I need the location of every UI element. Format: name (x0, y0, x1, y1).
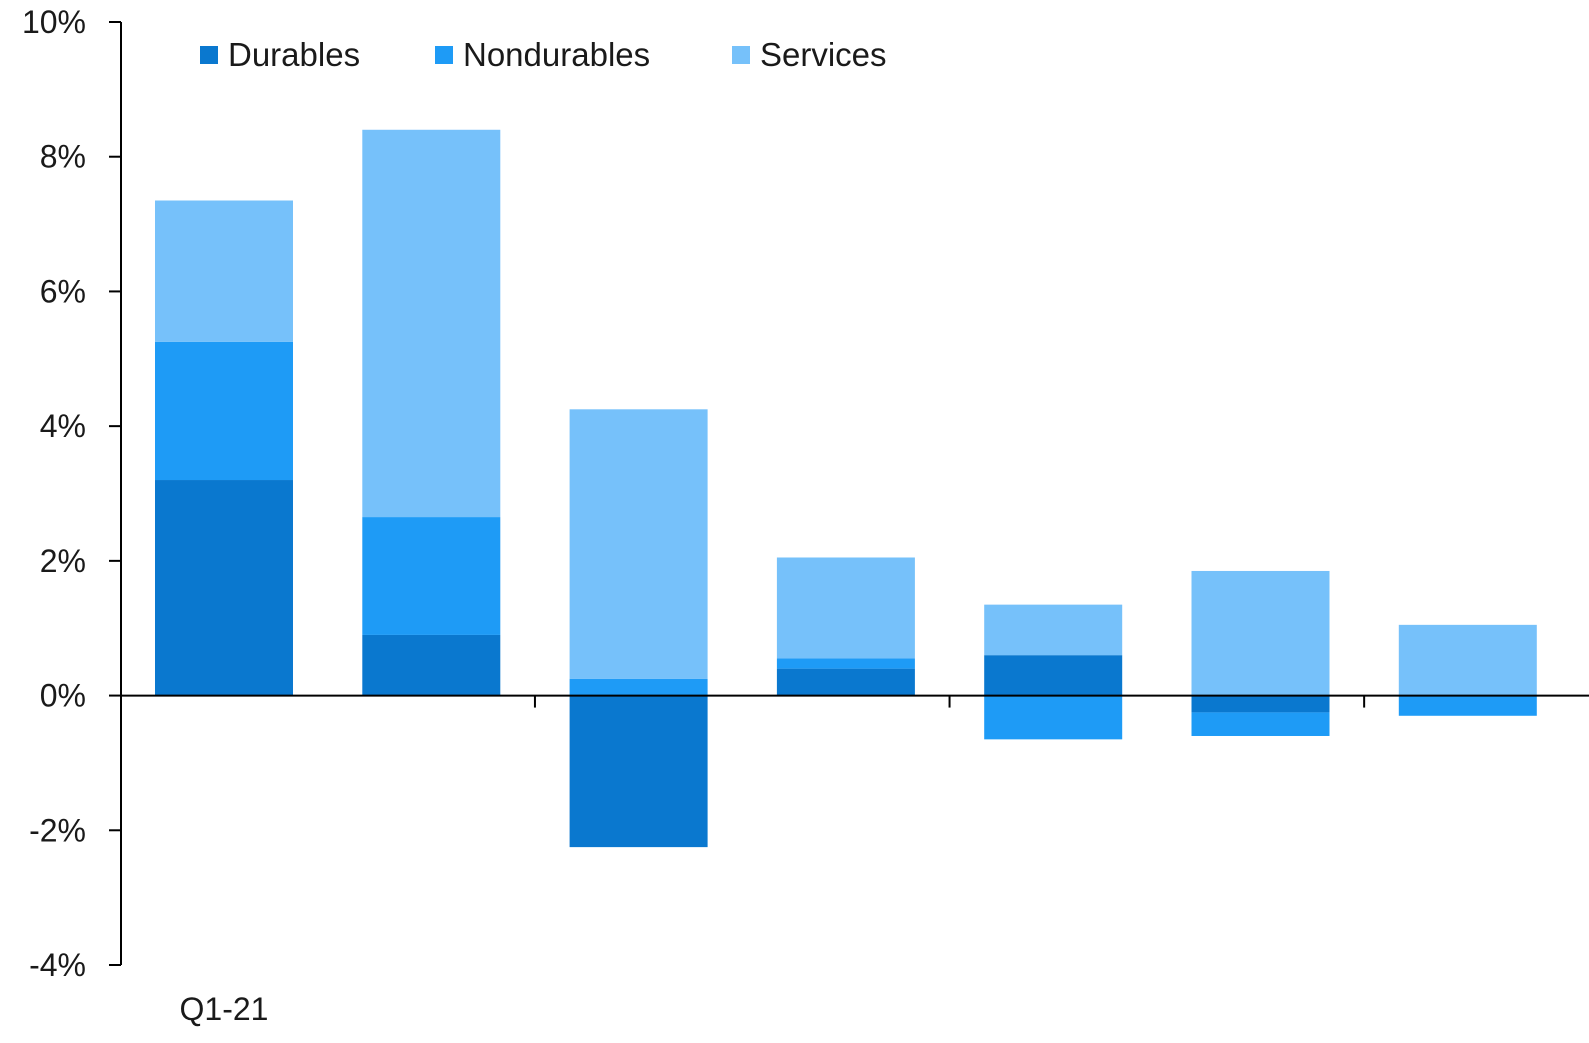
bars-layer (155, 129, 1537, 848)
legend-label-nondurables: Nondurables (463, 36, 650, 73)
legend: Durables Nondurables Services (200, 36, 887, 73)
y-tick-label: 8% (40, 139, 86, 175)
y-axis-ticks: -4% -2% 0% 2% 4% 6% 8% 10% (22, 4, 121, 983)
bar-nondurables (1191, 712, 1330, 736)
bar-durables (776, 668, 915, 696)
bar-services (569, 409, 708, 679)
bar-nondurables (569, 678, 708, 696)
legend-swatch-services (732, 46, 750, 64)
bar-durables (155, 480, 293, 696)
bar-services (1191, 570, 1330, 696)
bar-durables (984, 655, 1123, 696)
bar-nondurables (155, 341, 293, 481)
bar-durables (1191, 695, 1330, 713)
bar-durables (569, 695, 708, 848)
y-tick-label: 6% (40, 273, 86, 309)
bar-nondurables (362, 517, 501, 635)
bar-durables (362, 634, 501, 696)
legend-label-services: Services (760, 36, 887, 73)
y-tick-label: 4% (40, 408, 86, 444)
x-axis-ticks: Q1-21 (180, 695, 1366, 1027)
bar-services (155, 200, 293, 342)
y-tick-label: 10% (22, 4, 86, 40)
bar-services (1398, 624, 1537, 696)
legend-swatch-durables (200, 46, 218, 64)
y-tick-label: -4% (29, 947, 86, 983)
y-tick-label: 2% (40, 543, 86, 579)
bar-services (984, 604, 1123, 656)
bar-services (776, 557, 915, 659)
legend-swatch-nondurables (435, 46, 453, 64)
bar-nondurables (984, 695, 1123, 740)
bar-nondurables (1398, 695, 1537, 716)
y-tick-label: 0% (40, 678, 86, 714)
bar-nondurables (776, 658, 915, 669)
x-tick-label: Q1-21 (180, 991, 269, 1027)
y-tick-label: -2% (29, 812, 86, 848)
bar-services (362, 129, 501, 518)
legend-label-durables: Durables (228, 36, 360, 73)
